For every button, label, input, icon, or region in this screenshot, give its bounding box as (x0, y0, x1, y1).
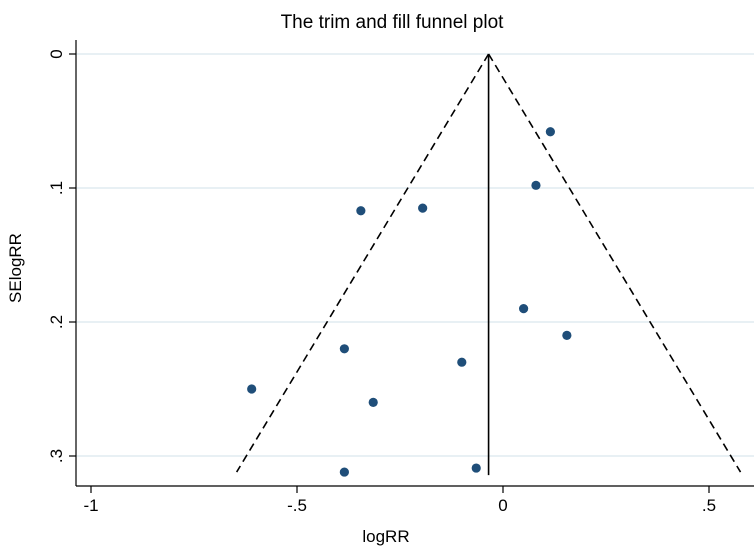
data-point-9 (369, 398, 378, 407)
y-tick-label: .3 (47, 449, 66, 463)
upper-ci-line (489, 54, 741, 472)
y-tick-label: .1 (47, 181, 66, 195)
x-tick-label: -1 (83, 496, 98, 515)
data-point-7 (457, 358, 466, 367)
data-point-10 (472, 463, 481, 472)
lower-ci-line (237, 54, 489, 472)
x-tick-label: -.5 (287, 496, 307, 515)
y-tick-label: 0 (47, 49, 66, 58)
data-point-3 (356, 206, 365, 215)
x-tick-label: .5 (702, 496, 716, 515)
data-point-6 (340, 344, 349, 353)
y-tick-label: .2 (47, 315, 66, 329)
data-point-5 (562, 331, 571, 340)
data-point-8 (247, 384, 256, 393)
data-point-11 (340, 467, 349, 476)
x-tick-label: 0 (498, 496, 507, 515)
x-axis-title: logRR (362, 527, 409, 546)
chart-title: The trim and fill funnel plot (281, 12, 505, 33)
data-point-2 (418, 204, 427, 213)
data-points (247, 127, 571, 477)
y-axis-ticks: 0 .1 .2 .3 (47, 49, 76, 463)
x-axis-ticks: -1 -.5 0 .5 (83, 486, 716, 515)
data-point-1 (531, 181, 540, 190)
gridlines (76, 54, 754, 456)
y-axis-title: SElogRR (6, 233, 25, 303)
funnel (237, 54, 741, 475)
axes (76, 40, 754, 486)
data-point-4 (519, 304, 528, 313)
data-point-0 (546, 127, 555, 136)
